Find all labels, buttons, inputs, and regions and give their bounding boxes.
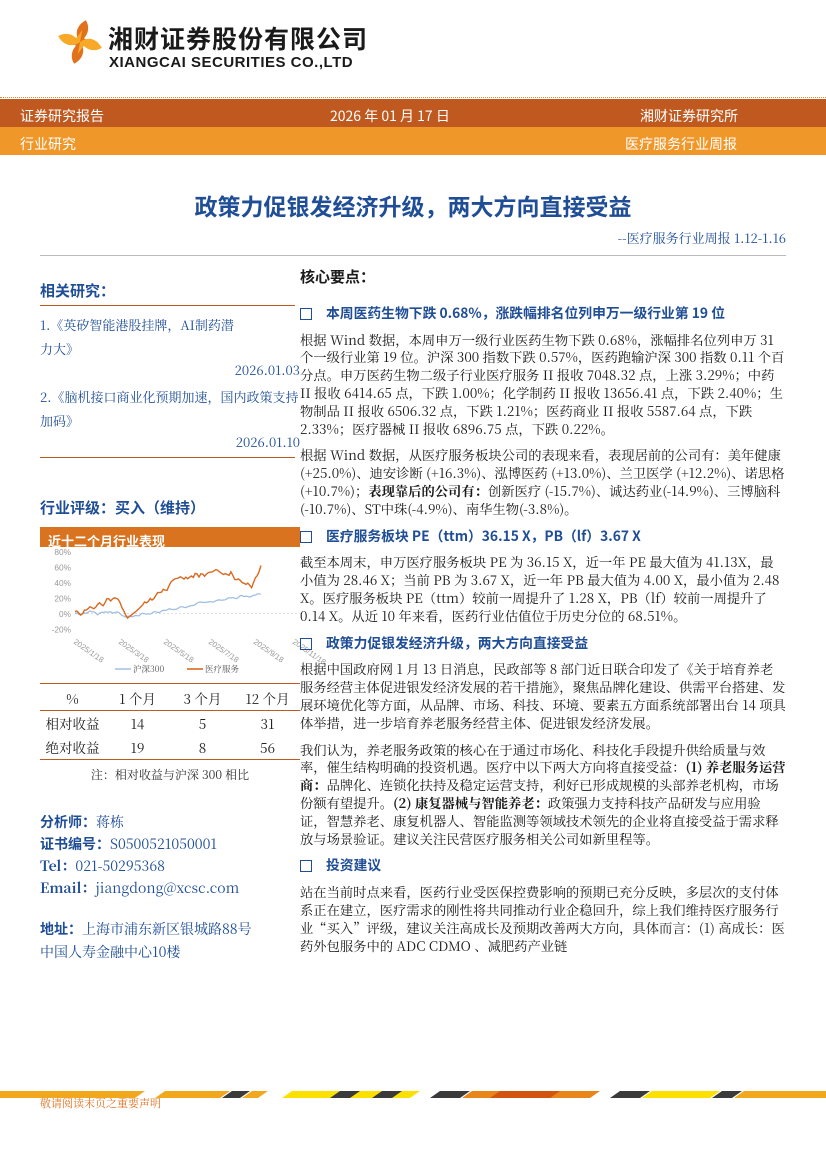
svg-text:40%: 40% [54,578,71,588]
svg-text:2025/5/18: 2025/5/18 [162,637,196,664]
svg-text:-20%: -20% [52,625,72,635]
svg-text:2025/3/18: 2025/3/18 [117,637,151,664]
svg-text:沪深300: 沪深300 [133,663,164,675]
svg-text:0%: 0% [59,609,72,619]
svg-text:2025/1/18: 2025/1/18 [72,637,106,664]
svg-text:医疗服务: 医疗服务 [205,663,240,675]
svg-text:2025/7/18: 2025/7/18 [207,637,241,664]
svg-text:80%: 80% [54,547,71,557]
svg-text:2025/9/18: 2025/9/18 [252,637,286,664]
svg-text:60%: 60% [54,563,71,573]
svg-text:20%: 20% [54,594,71,604]
